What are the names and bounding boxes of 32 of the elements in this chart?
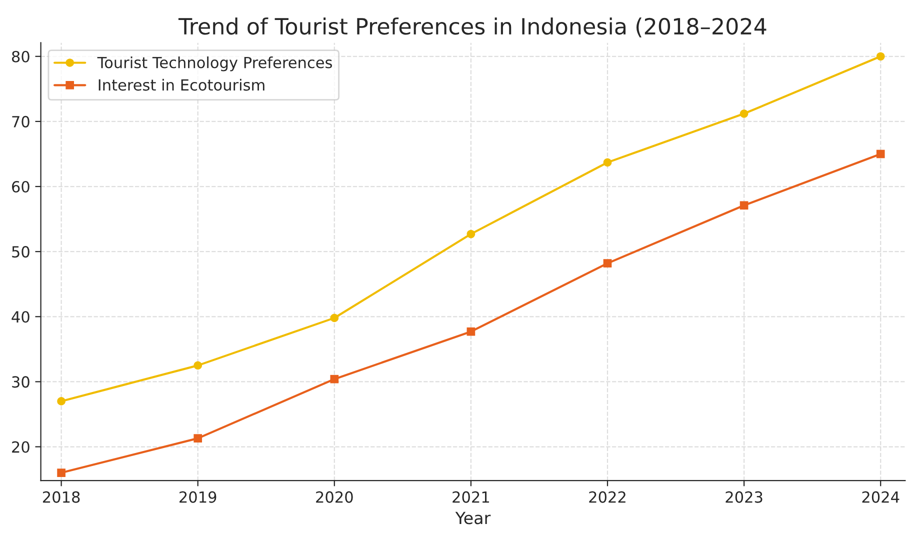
y-tick-label: 70 (12, 116, 30, 128)
x-axis-title: Year (455, 512, 491, 524)
x-tick-label: 2021 (452, 491, 489, 503)
x-tick-label: 2022 (589, 491, 626, 503)
point (740, 109, 748, 118)
point (466, 327, 476, 336)
x-tick-label: 2023 (726, 491, 762, 503)
x-tick-label: 2019 (180, 491, 216, 503)
point (330, 374, 339, 384)
y-tick-label: 20 (12, 441, 30, 453)
point (330, 314, 339, 322)
y-tick-label: 60 (12, 180, 30, 193)
y-tick-label: 30 (12, 376, 30, 388)
legend-label: Tourist Technology Preferences (97, 56, 332, 72)
point (876, 150, 885, 158)
x-tick-label: 2024 (862, 491, 900, 503)
point (194, 361, 202, 370)
point (194, 434, 202, 442)
x-tick-label: 2018 (42, 491, 80, 503)
x-tick-label: 2020 (316, 491, 353, 503)
point (57, 397, 66, 406)
y-tick-label: 50 (12, 246, 30, 258)
point (603, 158, 612, 167)
point (876, 52, 885, 61)
y-tick-label: 40 (12, 311, 30, 323)
chart-title: Trend of Tourist Preferences in Indonesia (2018–2024 (178, 18, 766, 38)
point (603, 259, 612, 268)
point (466, 230, 476, 238)
y-tick-label: 80 (12, 50, 30, 62)
point (57, 468, 66, 477)
point (740, 201, 748, 210)
legend-label: Interest in Ecotourism (98, 78, 264, 91)
